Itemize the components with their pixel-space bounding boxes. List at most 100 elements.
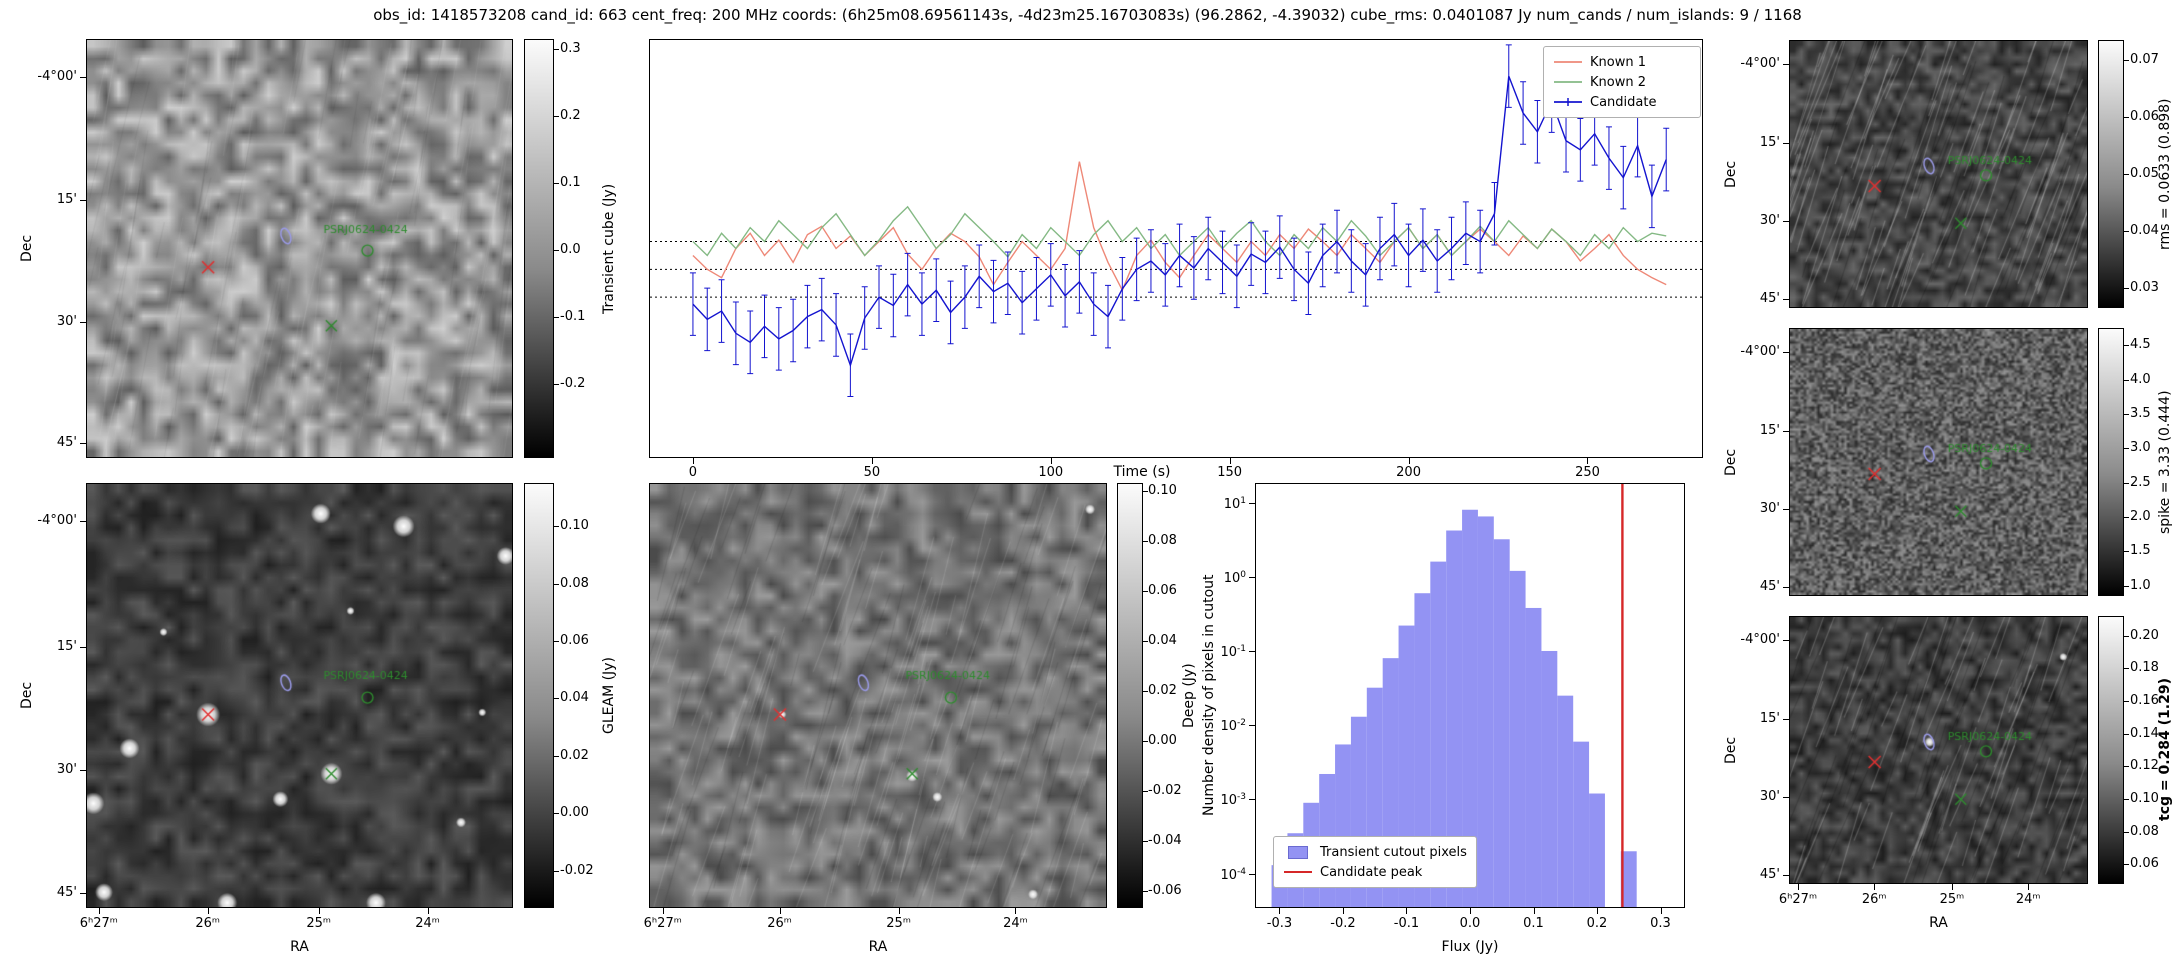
lightcurve-plot [650, 44, 1702, 398]
transient-cube-image [87, 40, 512, 457]
ra-tick-label: 6ʰ27ᵐ [1778, 892, 1818, 907]
histogram-bar [1557, 695, 1574, 907]
ra-tick-mark [427, 908, 429, 914]
dec-tick-mark [80, 521, 86, 523]
gleam-image [87, 484, 512, 907]
density-tick-label: 10-3 [1220, 792, 1246, 809]
colorbar-tick-label: 2.5 [2130, 474, 2151, 490]
ra-tick-mark [1797, 884, 1799, 890]
dec-tick-mark [1783, 64, 1789, 66]
colorbar-tick-mark [2124, 413, 2129, 415]
colorbar-tick-mark [2124, 448, 2129, 450]
dec-axis-label: Dec [1723, 448, 1739, 476]
colorbar-tick-mark [554, 583, 559, 585]
colorbar-tick-mark [2124, 59, 2129, 61]
colorbar-tick-mark [554, 755, 559, 757]
colorbar-tick-label: -0.02 [560, 862, 594, 878]
density-tick-label: 101 [1223, 495, 1246, 512]
legend-label: Candidate peak [1320, 864, 1423, 880]
colorbar-tick-label: 0.20 [2130, 627, 2159, 643]
rms-colorbar [2098, 40, 2124, 308]
colorbar-tick-label: 0.06 [560, 632, 589, 648]
colorbar-tick-mark [2124, 288, 2129, 290]
deep-panel [649, 483, 1107, 908]
colorbar-tick-mark [1143, 890, 1148, 892]
colorbar-tick-label: 0.05 [2130, 166, 2159, 181]
colorbar-tick-label: 1.5 [2130, 543, 2151, 559]
colorbar-tick-label: -0.2 [560, 376, 586, 392]
colorbar-tick-label: 0.03 [2130, 280, 2159, 296]
colorbar-tick-mark [1143, 740, 1148, 742]
dec-tick-mark [1783, 640, 1789, 642]
time-tick-mark [871, 458, 873, 464]
dec-tick-mark [1783, 586, 1789, 588]
colorbar-tick-mark [2124, 379, 2129, 381]
colorbar-tick-label: -0.1 [560, 309, 586, 325]
dec-axis-label: Dec [1723, 160, 1739, 188]
colorbar-label: spike = 3.33 (0.444) [2157, 390, 2173, 534]
dec-tick-mark [80, 893, 86, 895]
deep-colorbar [1117, 483, 1143, 908]
ra-tick-mark [898, 908, 900, 914]
colorbar-tick-label: 0.04 [2130, 223, 2159, 239]
colorbar-tick-mark [2124, 551, 2129, 553]
legend-label: Candidate [1590, 94, 1657, 110]
ra-tick-mark [1015, 908, 1017, 914]
time-axis-label: Time (s) [1113, 464, 1171, 480]
colorbar-tick-mark [554, 640, 559, 642]
colorbar-tick-label: 0.00 [560, 805, 589, 821]
colorbar-tick-label: -0.02 [1148, 782, 1182, 798]
colorbar-tick-label: 0.02 [1148, 682, 1177, 698]
colorbar-tick-label: 2.0 [2130, 508, 2151, 524]
colorbar-tick-mark [2124, 766, 2129, 768]
colorbar-tick-label: 0.12 [2130, 758, 2159, 774]
dec-tick-mark [1783, 508, 1789, 510]
dec-tick-label: 30' [1759, 500, 1780, 516]
dec-tick-label: 45' [1759, 290, 1780, 306]
dec-tick-label: -4°00' [1740, 632, 1780, 648]
dec-tick-label: 30' [56, 761, 77, 777]
legend-line-swatch [1553, 56, 1583, 68]
legend-line-swatch [1553, 76, 1583, 88]
colorbar-tick-mark [554, 183, 559, 185]
dec-tick-mark [80, 76, 86, 78]
dec-tick-label: -4°00' [37, 513, 77, 529]
dec-tick-label: 15' [1759, 423, 1780, 439]
figure-title: obs_id: 1418573208 cand_id: 663 cent_fre… [373, 6, 1802, 24]
dec-tick-label: -4°00' [37, 68, 77, 84]
dec-tick-mark [80, 646, 86, 648]
gleam-colorbar [524, 483, 554, 908]
dec-tick-label: 15' [56, 638, 77, 654]
colorbar-tick-mark [554, 116, 559, 118]
dec-tick-label: 45' [1759, 578, 1780, 594]
dec-axis-label: Dec [1723, 736, 1739, 764]
colorbar-tick-label: 4.5 [2130, 337, 2151, 353]
colorbar-tick-label: 0.00 [1148, 732, 1177, 748]
ra-tick-label: 26ᵐ [1861, 892, 1887, 907]
histogram-bar [1414, 593, 1431, 907]
ra-tick-mark [779, 908, 781, 914]
colorbar-tick-label: 0.16 [2130, 692, 2159, 708]
dec-tick-mark [80, 321, 86, 323]
colorbar-tick-label: 0.14 [2130, 725, 2159, 741]
dec-tick-mark [1783, 143, 1789, 145]
colorbar-tick-mark [1143, 690, 1148, 692]
histogram-bar [1541, 650, 1558, 907]
dec-tick-mark [1783, 352, 1789, 354]
dec-tick-label: -4°00' [1740, 56, 1780, 72]
tcg-panel [1789, 616, 2088, 884]
flux-axis-label: Flux (Jy) [1441, 939, 1499, 955]
colorbar-tick-mark [2124, 864, 2129, 866]
density-tick-mark [1249, 502, 1255, 504]
histogram-bar [1462, 509, 1478, 907]
colorbar-tick-mark [554, 250, 559, 252]
time-tick-label: 200 [1396, 465, 1421, 480]
lightcurve-panel [649, 39, 1703, 458]
gleam-panel [86, 483, 513, 908]
legend-line-swatch [1553, 96, 1583, 108]
flux-tick-label: 0.3 [1650, 916, 1671, 931]
ra-axis-label: RA [290, 939, 309, 955]
colorbar-tick-label: 3.5 [2130, 405, 2151, 421]
density-tick-label: 10-4 [1220, 866, 1246, 883]
colorbar-tick-mark [2124, 174, 2129, 175]
